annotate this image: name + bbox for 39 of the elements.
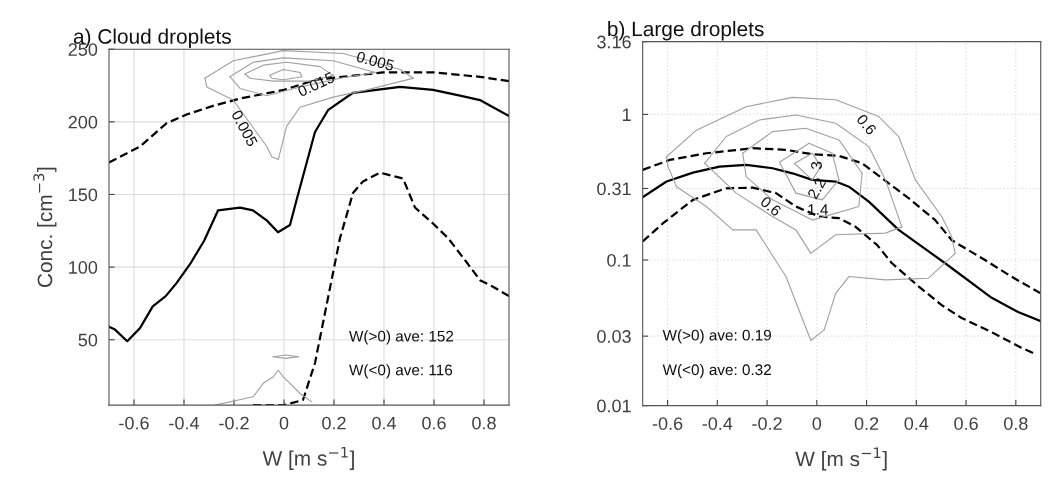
annotation: 2.2 [807, 177, 827, 200]
y-tick-label: 1 [622, 108, 631, 121]
annotation: W(<0) ave: 116 [349, 364, 453, 379]
annotation: W(>0) ave: 152 [349, 330, 454, 345]
y-tick-label: 0.31 [597, 182, 631, 196]
x-tick-label: 0.2 [322, 416, 346, 430]
annotation: 0.6 [759, 195, 782, 217]
annotation: 0.015 [296, 71, 336, 98]
x-tick-label: 0.2 [854, 417, 879, 430]
annotation: 0.005 [356, 51, 395, 72]
y-tick-label: 200 [68, 115, 98, 129]
x-tick-label: 0.8 [472, 416, 496, 430]
x-tick-label: -0.4 [169, 416, 200, 430]
annotation: 3 [811, 161, 822, 170]
x-tick-label: 0 [812, 417, 822, 430]
x-tick-label: -0.6 [652, 417, 683, 430]
x-tick-label: 0.4 [372, 416, 397, 430]
y-tick-label: 100 [69, 261, 98, 274]
x-axis-title: W [m s$^{−1}$] [795, 447, 887, 471]
y-tick-label: 150 [69, 188, 98, 202]
y-tick-label: 0.01 [597, 399, 631, 413]
annotation: 1.4 [808, 204, 828, 215]
x-tick-label: 0.8 [1003, 417, 1028, 430]
annotation: W(>0) ave: 0.19 [662, 329, 771, 344]
y-tick-label: 0.03 [597, 330, 631, 343]
x-tick-label: -0.6 [119, 416, 149, 430]
annotation: 0.6 [855, 113, 878, 136]
annotation: W(<0) ave: 0.32 [662, 363, 771, 379]
y-tick-label: 50 [78, 333, 98, 347]
x-tick-label: 0 [279, 416, 289, 430]
x-tick-label: -0.2 [752, 417, 782, 430]
y-tick-label: 0.1 [607, 253, 631, 267]
x-tick-label: -0.2 [219, 416, 249, 430]
y-axis-title: Conc. [cm$^{−3}$] [33, 167, 57, 288]
x-tick-label: -0.4 [702, 417, 733, 430]
x-tick-label: 0.6 [954, 417, 978, 430]
x-tick-label: 0.6 [422, 416, 446, 430]
x-axis-title: W [m s$^{−1}$] [262, 446, 354, 470]
x-tick-label: 0.4 [904, 417, 929, 430]
